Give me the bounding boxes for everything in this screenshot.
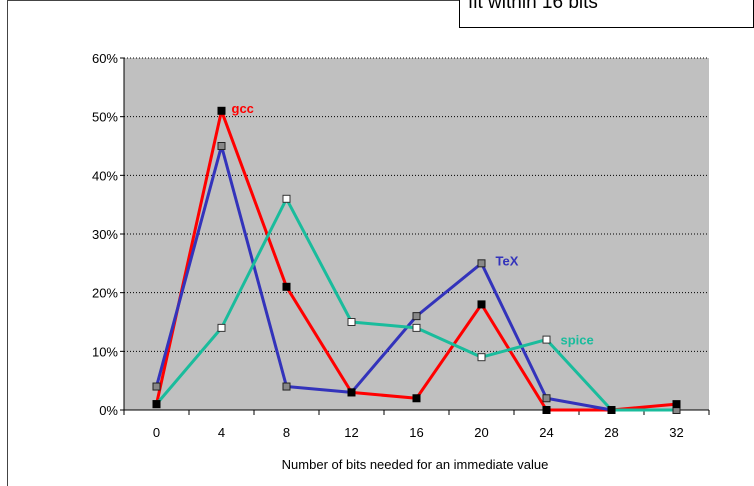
data-point-gcc [152,400,161,409]
data-point-gcc [607,406,616,414]
data-point-spice [542,335,551,344]
x-tick-label: 8 [283,425,290,440]
data-point-spice [282,194,291,203]
x-tick-label: 24 [539,425,553,440]
x-tick-label: 20 [474,425,488,440]
y-tick-label: 50% [92,110,118,125]
slide-frame [7,0,753,486]
data-point-gcc [347,388,356,397]
data-point-tex [217,142,226,150]
data-point-spice [347,318,356,326]
x-tick-label: 28 [604,425,618,440]
data-point-gcc [542,406,551,414]
x-axis-title: Number of bits needed for an immediate v… [282,457,549,472]
y-tick-label: 30% [92,227,118,242]
x-tick-label: 0 [153,425,160,440]
series-label-gcc: gcc [232,101,254,116]
series-label-spice: spice [561,333,594,348]
x-tick-label: 4 [218,425,225,440]
data-point-tex [412,312,421,321]
data-point-spice [217,323,226,332]
data-point-gcc [282,282,291,291]
data-point-spice [477,353,486,362]
data-point-tex [542,394,551,403]
data-point-tex [152,382,161,391]
series-label-tex: TeX [496,253,519,268]
data-point-gcc [477,300,486,309]
x-tick-label: 32 [669,425,683,440]
x-tick-label: 12 [344,425,358,440]
series-markers [152,106,681,414]
y-axis-ticks: 0% 10% 20% 30% 40% 50% 60% [92,51,124,418]
data-point-gcc [412,394,421,403]
data-point-gcc [217,106,226,115]
y-tick-label: 10% [92,344,118,359]
callout-text: fit within 16 bits [468,0,598,13]
series-labels: gcc TeX spice [232,101,594,348]
y-tick-label: 40% [92,168,118,183]
callout-box: fit within 16 bits [459,0,754,28]
data-point-tex [477,259,486,268]
x-axis-ticks: 0 4 8 12 16 20 24 28 32 [123,410,710,440]
x-tick-label: 16 [409,425,423,440]
y-tick-label: 60% [92,51,118,66]
data-point-tex [282,382,291,391]
data-point-gcc [672,400,681,409]
y-tick-label: 20% [92,286,118,301]
data-point-spice [412,323,421,332]
y-tick-label: 0% [99,403,118,418]
